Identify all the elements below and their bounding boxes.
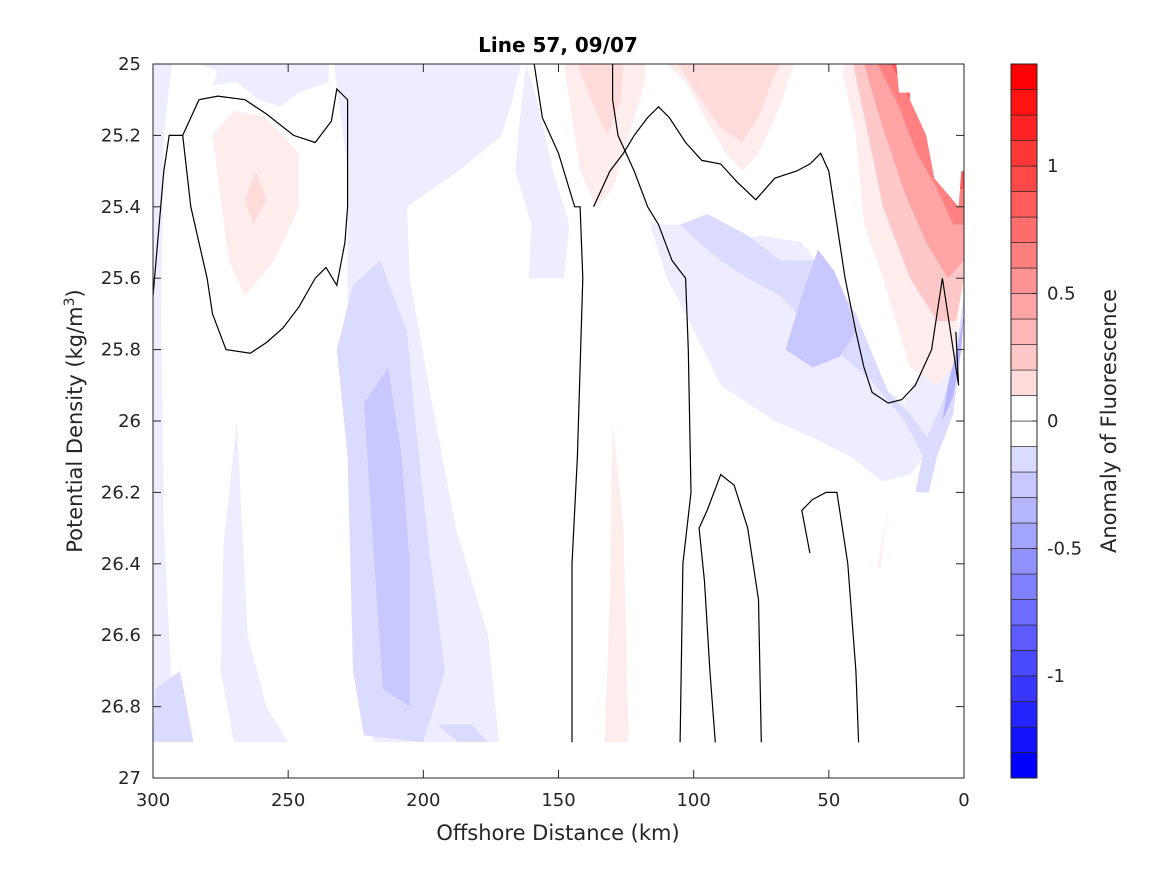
y-tick-label: 26.4: [101, 554, 141, 575]
x-tick-label: 100: [676, 790, 710, 811]
colorbar-segment-6: [1010, 599, 1038, 626]
masked-region-1: [153, 742, 964, 778]
colorbar-segment-12: [1010, 446, 1038, 473]
colorbar-segment-2: [1010, 701, 1038, 728]
contour-region-5: [680, 213, 937, 457]
zero-contour-layer: [153, 64, 960, 743]
colorbar-segment-23: [1010, 165, 1038, 192]
y-tick-label: 26.8: [101, 697, 141, 718]
y-tick-label: 26.6: [101, 625, 141, 646]
y-axis-label-close: ): [63, 289, 87, 297]
x-tick-label: 50: [817, 790, 840, 811]
y-axis-label-main: Potential Density (kg/m: [63, 306, 87, 552]
colorbar-segment-11: [1010, 471, 1038, 498]
zero-contour-line-3: [593, 105, 960, 404]
y-axis-label-superscript: 3: [62, 297, 78, 306]
contour-region-26: [942, 313, 964, 421]
y-tick-label: 27: [118, 768, 141, 789]
colorbar-tick-label: 0: [1047, 411, 1058, 432]
colorbar-segment-5: [1010, 624, 1038, 651]
colorbar-segment-18: [1010, 293, 1038, 320]
colorbar-segment-15: [1010, 369, 1038, 396]
contour-region-27: [220, 421, 289, 743]
colorbar-segment-27: [1010, 63, 1038, 90]
contour-region-25: [915, 296, 964, 493]
colorbar-segment-10: [1010, 497, 1038, 524]
colorbar-segment-0: [1010, 752, 1038, 779]
colorbar-segment-16: [1010, 344, 1038, 371]
colorbar-segment-25: [1010, 114, 1038, 141]
y-tick-label: 25: [118, 54, 141, 75]
contour-region-29: [436, 724, 489, 743]
colorbar-tick-label: -0.5: [1047, 539, 1082, 560]
colorbar-segment-8: [1010, 548, 1038, 575]
zero-contour-line-4: [698, 473, 762, 743]
colorbar-segment-7: [1010, 573, 1038, 600]
colorbar-segment-22: [1010, 191, 1038, 218]
colorbar-segment-9: [1010, 522, 1038, 549]
y-tick-label: 26: [118, 411, 141, 432]
x-tick-label: 250: [271, 790, 305, 811]
y-tick-label: 25.4: [101, 197, 141, 218]
contour-fill-layer: [153, 64, 964, 743]
zero-contour-line-0: [153, 87, 349, 354]
contour-region-9: [563, 64, 645, 207]
colorbar-segment-24: [1010, 140, 1038, 167]
x-tick-label: 150: [541, 790, 575, 811]
masked-region-2: [909, 474, 964, 743]
contour-region-7: [363, 367, 410, 707]
colorbar-tick-label: 1: [1047, 156, 1058, 177]
x-tick-label: 200: [406, 790, 440, 811]
contour-region-3: [515, 64, 570, 279]
colorbar-segment-21: [1010, 216, 1038, 243]
contour-region-16: [877, 510, 889, 571]
colorbar-segment-4: [1010, 650, 1038, 677]
masked-data-layer: [153, 64, 964, 778]
x-tick-label: 300: [136, 790, 170, 811]
contour-region-1: [199, 64, 329, 107]
colorbar-segment-20: [1010, 242, 1038, 269]
chart-title: Line 57, 09/07: [478, 33, 638, 57]
zero-contour-line-1: [533, 64, 584, 743]
y-tick-label: 25.2: [101, 125, 141, 146]
x-tick-label: 0: [958, 790, 969, 811]
colorbar-segment-1: [1010, 726, 1038, 753]
contour-region-15: [604, 421, 629, 743]
contour-region-10: [577, 64, 624, 136]
y-axis: 25 25.2 25.4 25.6 25.8 26 26.2 26.4 26.6 26.8 27: [101, 54, 964, 789]
y-tick-label: 26.2: [101, 482, 141, 503]
contour-region-8: [785, 249, 856, 368]
zero-contour-line-5: [801, 491, 860, 743]
y-tick-label: 25.6: [101, 268, 141, 289]
contour-region-14: [244, 171, 267, 225]
x-axis-label: Offshore Distance (km): [436, 821, 679, 845]
colorbar-segment-13: [1010, 420, 1038, 447]
colorbar-segment-14: [1010, 395, 1038, 422]
contour-region-12: [677, 64, 781, 143]
zero-contour-line-2: [611, 64, 692, 743]
colorbar: -1 -0.5 0 0.5 1: [1010, 63, 1082, 779]
x-axis: 300 250 200 150 100 50 0: [136, 64, 970, 811]
y-axis-label: Potential Density (kg/m3): [62, 289, 87, 553]
colorbar-tick-label: -1: [1047, 666, 1065, 687]
contour-region-28: [153, 670, 194, 743]
colorbar-segment-3: [1010, 675, 1038, 702]
colorbar-segment-26: [1010, 89, 1038, 116]
colorbar-label: Anomaly of Fluorescence: [1097, 289, 1121, 553]
colorbar-tick-label: 0.5: [1047, 284, 1076, 305]
colorbar-segment-19: [1010, 267, 1038, 294]
y-tick-label: 25.8: [101, 340, 141, 361]
colorbar-segment-17: [1010, 318, 1038, 345]
